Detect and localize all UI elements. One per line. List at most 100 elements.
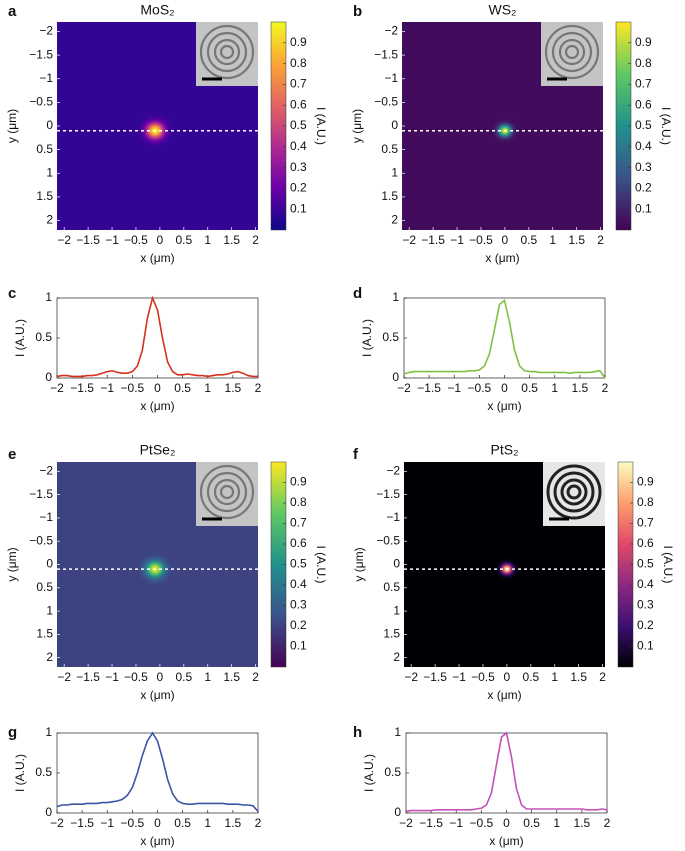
y-tick-label: −0.5 [29, 95, 53, 109]
inset-image [196, 462, 258, 526]
inset-ring [199, 464, 255, 520]
colorbar-tick-label: 0.5 [637, 557, 654, 571]
y-tick-label: 1 [46, 165, 53, 179]
x-tick-label: 2 [252, 670, 259, 684]
x-tick-label: 2 [604, 816, 611, 830]
colorbar-tick-label: 0.6 [635, 97, 652, 111]
colorbar-label: I (A.U.) [314, 107, 328, 145]
x-tick-label: −0.5 [124, 233, 148, 247]
x-tick-label: −1.5 [423, 670, 447, 684]
inset-ring [551, 31, 593, 73]
x-tick-label: 1 [551, 670, 558, 684]
colorbar-tick-label: 0.8 [290, 56, 307, 70]
x-tick-label: −2 [399, 816, 413, 830]
x-tick-label: −1.5 [70, 816, 94, 830]
colorbar-tick-label: 0.6 [290, 97, 307, 111]
x-tick-label: −2 [50, 816, 64, 830]
x-axis-label: x (μm) [140, 834, 174, 848]
x-tick-label: 1 [549, 233, 556, 247]
x-tick-label: 0.5 [175, 233, 192, 247]
x-tick-label: 2 [255, 381, 262, 395]
x-tick-label: 1 [551, 381, 558, 395]
x-tick-label: 1 [553, 816, 560, 830]
x-tick-label: 1.5 [568, 233, 585, 247]
x-axis-label: x (μm) [140, 399, 174, 413]
x-tick-label: 0 [502, 233, 509, 247]
y-tick-label: 1 [45, 290, 52, 304]
x-tick-label: 0 [154, 381, 161, 395]
y-tick-label: −1 [386, 510, 400, 524]
y-axis-label: y (μm) [352, 547, 366, 581]
x-tick-label: −2 [402, 233, 416, 247]
panel-label: h [353, 724, 362, 741]
y-tick-label: −1.5 [374, 47, 398, 61]
colorbar-tick-label: 0.7 [635, 77, 652, 91]
y-tick-label: 0.5 [35, 765, 52, 779]
x-tick-label: −0.5 [471, 670, 495, 684]
inset-ring [206, 31, 248, 73]
x-tick-label: 1 [204, 816, 211, 830]
x-tick-label: 1.5 [570, 670, 587, 684]
y-tick-label: 0 [394, 805, 401, 819]
x-tick-label: 0.5 [175, 670, 192, 684]
x-tick-label: −2 [50, 381, 64, 395]
x-tick-label: −0.5 [469, 233, 493, 247]
colorbar-tick-label: 0.3 [290, 598, 307, 612]
x-tick-label: 1.5 [225, 381, 242, 395]
inset-ring [546, 464, 602, 520]
y-tick-label: 0 [46, 118, 53, 132]
x-tick-label: 1 [204, 233, 211, 247]
y-tick-label: 1.5 [36, 189, 53, 203]
inset-image [541, 22, 603, 86]
plot-frame [56, 732, 259, 814]
profile-curve [403, 298, 606, 379]
panel-label: b [353, 3, 362, 20]
profile-curve [405, 731, 608, 813]
x-axis-label: x (μm) [487, 399, 521, 413]
y-tick-label: −2 [386, 463, 400, 477]
x-tick-label: −2 [57, 670, 71, 684]
x-tick-label: 0.5 [521, 381, 538, 395]
panel-label: c [8, 285, 16, 302]
x-tick-label: 1.5 [574, 816, 591, 830]
y-axis-label: y (μm) [5, 547, 19, 581]
x-tick-label: −1.5 [417, 381, 441, 395]
x-tick-label: 2 [597, 233, 604, 247]
x-tick-label: −2 [404, 670, 418, 684]
colorbar-tick-label: 0.2 [290, 618, 307, 632]
y-tick-label: 1 [46, 603, 53, 617]
colorbar-tick-label: 0.4 [635, 139, 652, 153]
y-tick-label: −1.5 [29, 47, 53, 61]
y-tick-label: 1 [392, 290, 399, 304]
colorbar-tick-label: 0.1 [635, 201, 652, 215]
x-tick-label: −0.5 [121, 381, 145, 395]
colorbar-label: I (A.U.) [661, 546, 675, 584]
colorbar-tick-label: 0.4 [637, 577, 654, 591]
plot-frame [403, 297, 606, 379]
colorbar-tick-label: 0.7 [290, 516, 307, 530]
x-tick-label: −1 [100, 816, 114, 830]
y-tick-label: 0.5 [36, 142, 53, 156]
inset-ring [544, 24, 600, 80]
y-tick-label: 0 [46, 557, 53, 571]
y-tick-label: −0.5 [374, 95, 398, 109]
x-tick-label: −1.5 [70, 381, 94, 395]
x-tick-label: −1 [105, 670, 119, 684]
profile-curve [56, 295, 258, 378]
x-tick-label: 1.5 [225, 816, 242, 830]
x-tick-label: 0 [501, 381, 508, 395]
y-tick-label: −2 [39, 463, 53, 477]
inset-ring [566, 484, 582, 500]
colorbar-tick-label: 0.5 [290, 557, 307, 571]
x-axis-label: x (μm) [485, 251, 519, 265]
colorbar-tick-label: 0.9 [290, 475, 307, 489]
x-tick-label: −0.5 [470, 816, 494, 830]
x-tick-label: 1.5 [223, 233, 240, 247]
x-tick-label: −1 [449, 816, 463, 830]
panel-label: e [8, 446, 16, 463]
x-axis-label: x (μm) [489, 834, 523, 848]
x-tick-label: 2 [255, 816, 262, 830]
inset-ring [213, 38, 241, 66]
chart-title: MoS₂ [140, 2, 174, 18]
